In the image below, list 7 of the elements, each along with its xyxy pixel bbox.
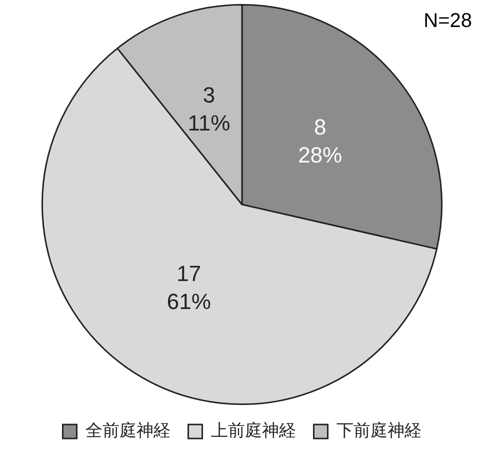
text: N=28	[424, 10, 472, 33]
data-label: 17 61%	[166, 261, 211, 314]
data-label: 8 28%	[298, 114, 342, 168]
legend-label: 上前庭神経	[210, 421, 296, 440]
data-label: 3 11%	[188, 82, 230, 136]
legend-label: 下前庭神経	[336, 421, 422, 440]
legend-label: 全前庭神経	[85, 421, 170, 440]
